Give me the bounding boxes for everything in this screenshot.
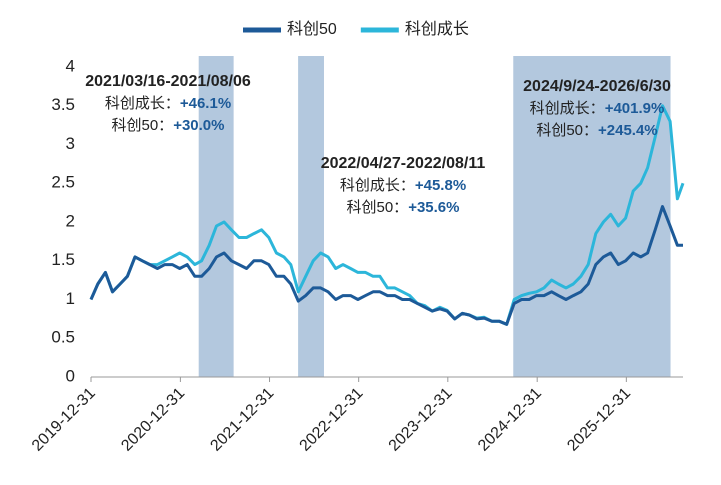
- y-tick-label: 0.5: [51, 328, 75, 347]
- annotation-value: +30.0%: [173, 117, 224, 134]
- series-line: [89, 104, 685, 326]
- x-tick-label: 2025-12-31: [564, 385, 634, 455]
- x-tick-label: 2024-12-31: [475, 385, 545, 455]
- legend-label: 科创50: [287, 20, 337, 38]
- annotation-value: +245.4%: [598, 122, 658, 139]
- annotation-name: 科创成长：: [105, 95, 180, 112]
- annotation-title: 2021/03/16-2021/08/06: [85, 73, 251, 90]
- y-tick-label: 4: [66, 56, 75, 75]
- annotation-name: 科创50：: [112, 117, 174, 134]
- y-tick-label: 2.5: [51, 173, 75, 192]
- highlight-span: [298, 56, 324, 377]
- x-tick-label: 2023-12-31: [386, 385, 456, 455]
- y-tick-label: 3: [66, 134, 75, 153]
- y-tick-label: 2: [66, 211, 75, 230]
- annotation-name: 科创50：: [536, 122, 598, 139]
- annotation-name: 科创成长：: [530, 100, 605, 117]
- x-tick-label: 2021-12-31: [207, 385, 277, 455]
- annotation-value: +401.9%: [605, 100, 665, 117]
- annotation-title: 2024/9/24-2026/6/30: [523, 78, 671, 95]
- annotation-name: 科创50：: [347, 199, 409, 216]
- annotation-line: 科创成长：+401.9%: [530, 100, 665, 117]
- annotation-value: +46.1%: [180, 95, 231, 112]
- annotation-line: 科创成长：+46.1%: [105, 95, 231, 112]
- y-tick-label: 1.5: [51, 250, 75, 269]
- highlight-span: [513, 56, 671, 377]
- legend-label: 科创成长: [405, 20, 469, 38]
- annotation-line: 科创50：+30.0%: [112, 117, 225, 134]
- y-tick-label: 1: [66, 289, 75, 308]
- series-line: [89, 205, 683, 326]
- x-tick-label: 2020-12-31: [118, 385, 188, 455]
- annotation-name: 科创成长：: [340, 177, 415, 194]
- y-tick-label: 0: [66, 366, 75, 385]
- x-tick-label: 2022-12-31: [297, 385, 367, 455]
- annotation-value: +35.6%: [408, 199, 459, 216]
- annotation-value: +45.8%: [415, 177, 466, 194]
- annotation-line: 科创50：+35.6%: [347, 199, 460, 216]
- x-tick-label: 2019-12-31: [29, 385, 99, 455]
- annotation-title: 2022/04/27-2022/08/11: [321, 155, 486, 172]
- annotation-line: 科创50：+245.4%: [536, 122, 657, 139]
- annotation-line: 科创成长：+45.8%: [340, 177, 466, 194]
- highlight-span: [198, 56, 234, 377]
- y-tick-label: 3.5: [51, 95, 75, 114]
